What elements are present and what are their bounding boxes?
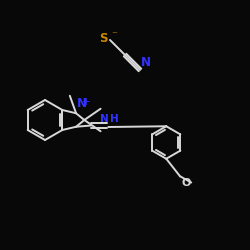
Text: N: N	[77, 97, 87, 110]
Text: H: H	[110, 114, 119, 124]
Text: S: S	[99, 32, 108, 45]
Text: O: O	[182, 178, 192, 188]
Text: +: +	[82, 97, 90, 107]
Text: N: N	[100, 114, 108, 124]
Text: N: N	[141, 56, 151, 69]
Text: ⁻: ⁻	[111, 30, 117, 40]
